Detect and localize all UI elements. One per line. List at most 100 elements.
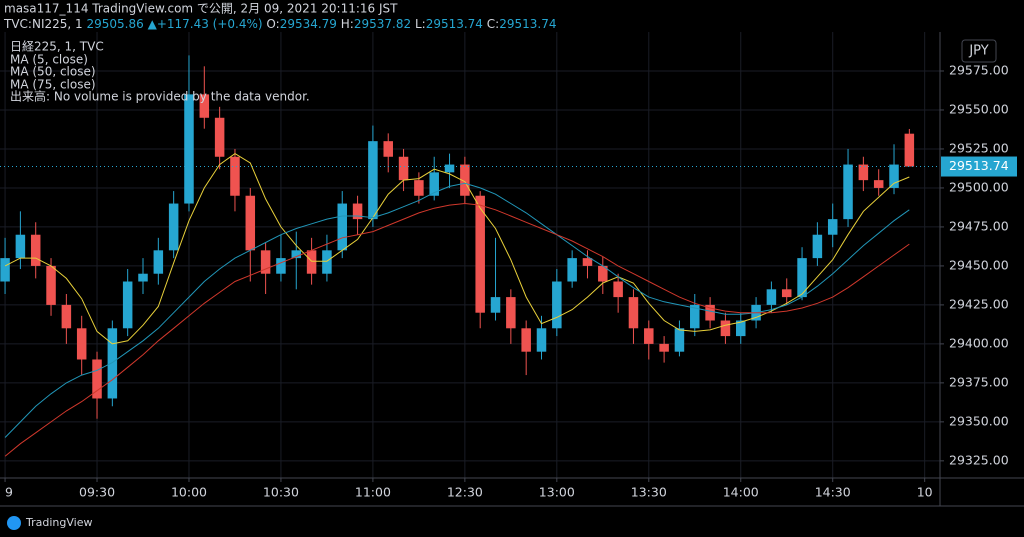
y-tick-label: 29400.00 — [949, 335, 1009, 350]
last-price-box — [941, 156, 1017, 177]
candle-body — [460, 164, 470, 196]
candle-body — [567, 258, 577, 282]
candle-body — [46, 265, 56, 305]
x-tick-label: 13:00 — [539, 485, 575, 500]
candle-body — [628, 297, 639, 329]
x-tick-label: 09:30 — [79, 485, 115, 500]
candle-body — [368, 141, 378, 220]
candle-body — [506, 297, 516, 329]
candle-body — [61, 304, 72, 329]
candle-body — [107, 328, 118, 399]
candle-body — [644, 328, 654, 344]
candle-body — [230, 156, 240, 196]
x-tick-label: 14:00 — [723, 485, 759, 500]
ohlc-line: TVC:NI225, 1 29505.86 ▲+117.43 (+0.4%) O… — [3, 17, 556, 31]
candle-body — [873, 180, 884, 188]
legend-entry: MA (5, close) — [10, 53, 88, 67]
candle-body — [15, 234, 26, 259]
x-tick-label: 13:30 — [631, 485, 667, 500]
currency[interactable]: JPY — [968, 44, 988, 59]
candle-body — [398, 156, 409, 181]
candle-body — [245, 195, 256, 251]
y-tick-label: 29325.00 — [949, 452, 1009, 467]
x-tick-label: 14:30 — [815, 485, 851, 500]
candle-body — [214, 117, 225, 157]
ohlc-value: 29534.79 — [280, 17, 337, 31]
logo-icon — [7, 516, 21, 530]
candle-body — [260, 250, 271, 274]
change: +117.43 (+0.4%) — [157, 17, 263, 31]
candle-body — [490, 297, 501, 313]
symbol: TVC:NI225, 1 — [3, 17, 83, 31]
y-tick-label: 29450.00 — [949, 257, 1009, 272]
legend: 日経225, 1, TVC MA (5, close) MA (50, clos… — [10, 40, 310, 104]
ohlc-label: O: — [266, 17, 279, 31]
candle-body — [0, 258, 10, 282]
publish-line: masa117_114 TradingView.com で公開, 2月 09, … — [4, 2, 398, 16]
axes: 29325.00 29350.00 29375.00 29400.00 29425.00… — [4, 62, 1017, 500]
candle-body — [92, 359, 102, 399]
candle-body — [735, 320, 746, 337]
y-tick-label: 29575.00 — [949, 62, 1009, 77]
candle-body — [674, 328, 685, 352]
x-tick-label: 10 — [917, 485, 933, 500]
volume-note: 出来高: No volume is provided by the data v… — [10, 89, 310, 104]
logo: TradingView — [7, 516, 92, 530]
y-tick-label: 29425.00 — [949, 296, 1009, 311]
ohlc-label: H: — [341, 17, 354, 31]
candle-body — [613, 281, 623, 298]
footer-brand: TradingView — [25, 516, 92, 529]
candle-body — [720, 320, 731, 337]
candle-body — [904, 133, 915, 167]
candle-body — [582, 258, 593, 266]
candle-body — [122, 281, 133, 329]
moving-average — [4, 202, 910, 457]
candle-body — [827, 219, 838, 235]
candle-body — [30, 234, 41, 266]
candle-body — [797, 258, 807, 298]
candle-body — [444, 164, 455, 173]
candle-body — [858, 164, 869, 181]
currency-box[interactable] — [961, 39, 997, 63]
candle-body — [781, 289, 792, 298]
candle-body — [812, 234, 823, 259]
candle-body — [429, 172, 439, 196]
candle-body — [690, 304, 700, 329]
moving-average — [4, 153, 910, 345]
legend-symbol: 日経225, 1, TVC — [10, 40, 104, 54]
candle-body — [705, 304, 715, 321]
moving-average — [4, 182, 910, 438]
ohlc-value: 29537.82 — [354, 17, 411, 31]
y-tick-label: 29475.00 — [949, 218, 1009, 233]
y-tick-label: 29500.00 — [949, 179, 1009, 194]
candle-body — [199, 94, 210, 118]
candle-body — [475, 195, 485, 313]
candle-body — [306, 250, 317, 274]
legend-entry: MA (50, close) — [10, 65, 96, 79]
candle-body — [414, 180, 424, 196]
candle-body — [889, 164, 899, 188]
candle-body — [352, 203, 363, 220]
x-tick-label: 10:30 — [263, 485, 299, 500]
ohlc-value: 29513.74 — [426, 17, 483, 31]
plot-area — [0, 55, 940, 457]
candle-body — [552, 281, 562, 329]
candle-body — [291, 250, 302, 259]
candle-body — [153, 250, 164, 274]
x-tick-label: 9 — [5, 485, 13, 500]
candle-body — [322, 250, 332, 274]
candle-body — [76, 328, 87, 360]
candle-body — [843, 164, 853, 220]
candle-body — [168, 203, 179, 251]
candle-body — [659, 343, 669, 352]
ohlc-value: 29513.74 — [499, 17, 556, 31]
candle-body — [138, 273, 148, 282]
y-tick-label: 29350.00 — [949, 413, 1009, 428]
candle-body — [383, 141, 393, 157]
candle-body — [536, 328, 547, 352]
x-tick-label: 10:00 — [171, 485, 207, 500]
y-tick-label: 29525.00 — [949, 140, 1009, 155]
y-tick-label: 29375.00 — [949, 374, 1009, 389]
